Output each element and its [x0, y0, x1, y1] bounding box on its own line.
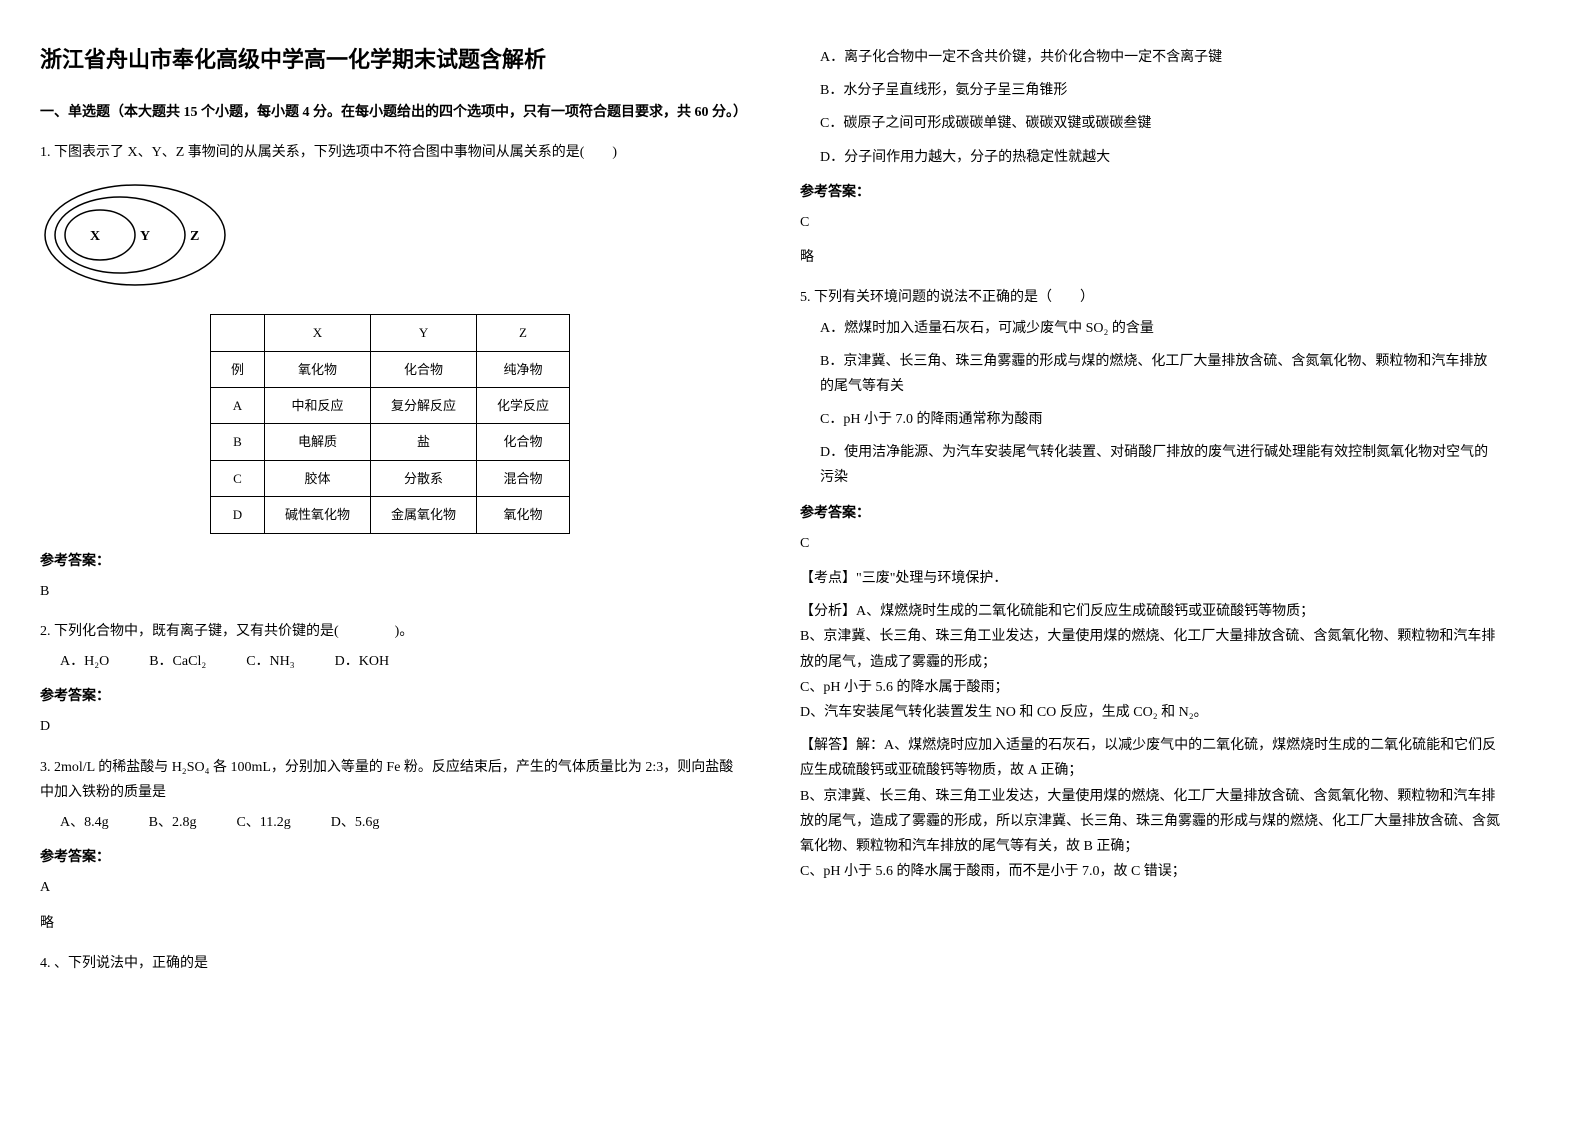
analysis-label: 【考点】: [800, 571, 856, 586]
table-cell: D: [210, 497, 264, 533]
table-cell: 混合物: [477, 460, 570, 496]
fenxi-item: A、煤燃烧时生成的二氧化硫能和它们反应生成硫酸钙或亚硫酸钙等物质；: [856, 604, 1314, 619]
table-header: Z: [477, 315, 570, 351]
question-text: 4. 、下列说法中，正确的是: [40, 951, 740, 976]
answer-text: B: [40, 579, 740, 604]
answer-label: 参考答案：: [40, 549, 740, 574]
option-d: D．使用洁净能源、为汽车安装尾气转化装置、对硝酸厂排放的废气进行碱处理能有效控制…: [820, 440, 1500, 490]
options: A、8.4g B、2.8g C、11.2g D、5.6g: [60, 810, 740, 835]
option-c: C、11.2g: [236, 810, 290, 835]
option-c: C．NH₃: [246, 649, 294, 674]
option-a: A．离子化合物中一定不含共价键，共价化合物中一定不含离子键: [820, 45, 1500, 70]
venn-label-z: Z: [190, 229, 199, 244]
table-cell: 分散系: [371, 460, 477, 496]
table-cell: 例: [210, 351, 264, 387]
jieda-item: B、京津冀、长三角、珠三角工业发达，大量使用煤的燃烧、化工厂大量排放含硫、含氮氧…: [800, 784, 1500, 860]
question-3: 3. 2mol/L 的稀盐酸与 H₂SO₄ 各 100mL，分别加入等量的 Fe…: [40, 755, 740, 836]
question-text: 1. 下图表示了 X、Y、Z 事物间的从属关系，下列选项中不符合图中事物间从属关…: [40, 140, 740, 165]
answer-label: 参考答案：: [800, 180, 1500, 205]
answer-text: A: [40, 875, 740, 900]
question-1: 1. 下图表示了 X、Y、Z 事物间的从属关系，下列选项中不符合图中事物间从属关…: [40, 140, 740, 534]
section-header: 一、单选题（本大题共 15 个小题，每小题 4 分。在每小题给出的四个选项中，只…: [40, 100, 740, 125]
table-cell: 化合物: [371, 351, 477, 387]
jieda-item: C、pH 小于 5.6 的降水属于酸雨，而不是小于 7.0，故 C 错误；: [800, 859, 1500, 884]
fenxi-item: D、汽车安装尾气转化装置发生 NO 和 CO 反应，生成 CO₂ 和 N₂。: [800, 700, 1500, 725]
table-cell: 化学反应: [477, 387, 570, 423]
venn-label-y: Y: [140, 229, 150, 244]
fenxi-item: B、京津冀、长三角、珠三角工业发达，大量使用煤的燃烧、化工厂大量排放含硫、含氮氧…: [800, 624, 1500, 674]
jieda-label: 【解答】: [800, 738, 856, 753]
page-title: 浙江省舟山市奉化高级中学高一化学期末试题含解析: [40, 40, 740, 80]
fenxi-label: 【分析】: [800, 604, 856, 619]
table-header: X: [264, 315, 370, 351]
table-cell: 盐: [371, 424, 477, 460]
option-c: C．碳原子之间可形成碳碳单键、碳碳双键或碳碳叁键: [820, 111, 1500, 136]
answer-label: 参考答案：: [40, 684, 740, 709]
right-column: A．离子化合物中一定不含共价键，共价化合物中一定不含离子键 B．水分子呈直线形，…: [800, 40, 1500, 986]
table-cell: 金属氧化物: [371, 497, 477, 533]
question-text: 3. 2mol/L 的稀盐酸与 H₂SO₄ 各 100mL，分别加入等量的 Fe…: [40, 755, 740, 805]
left-column: 浙江省舟山市奉化高级中学高一化学期末试题含解析 一、单选题（本大题共 15 个小…: [40, 40, 740, 986]
answer-note: 略: [800, 245, 1500, 270]
table-cell: 电解质: [264, 424, 370, 460]
table-cell: 复分解反应: [371, 387, 477, 423]
options: A．H₂O B．CaCl₂ C．NH₃ D．KOH: [60, 649, 740, 674]
fenxi-item: C、pH 小于 5.6 的降水属于酸雨；: [800, 675, 1500, 700]
question-2: 2. 下列化合物中，既有离子键，又有共价键的是( )。 A．H₂O B．CaCl…: [40, 619, 740, 674]
question-5: 5. 下列有关环境问题的说法不正确的是（ ） A．燃煤时加入适量石灰石，可减少废…: [800, 285, 1500, 490]
table-cell: 氧化物: [264, 351, 370, 387]
option-b: B、2.8g: [149, 810, 197, 835]
table-cell: 氧化物: [477, 497, 570, 533]
table-cell: 碱性氧化物: [264, 497, 370, 533]
table-cell: 胶体: [264, 460, 370, 496]
table-cell: B: [210, 424, 264, 460]
question-text: 2. 下列化合物中，既有离子键，又有共价键的是( )。: [40, 619, 740, 644]
option-d: D．KOH: [335, 649, 389, 674]
option-c: C．pH 小于 7.0 的降雨通常称为酸雨: [820, 407, 1500, 432]
table-header: Y: [371, 315, 477, 351]
answer-note: 略: [40, 911, 740, 936]
option-a: A、8.4g: [60, 810, 109, 835]
jieda-section: 【解答】解：A、煤燃烧时应加入适量的石灰石，以减少废气中的二氧化硫，煤燃烧时生成…: [800, 733, 1500, 884]
option-a: A．H₂O: [60, 649, 109, 674]
answer-label: 参考答案：: [40, 845, 740, 870]
table-cell: A: [210, 387, 264, 423]
venn-diagram: X Y Z: [40, 180, 740, 299]
table-cell: C: [210, 460, 264, 496]
question-1-table: X Y Z 例 氧化物 化合物 纯净物 A 中和反应 复分解反应 化学反应 B …: [210, 314, 570, 533]
q4-options: A．离子化合物中一定不含共价键，共价化合物中一定不含离子键 B．水分子呈直线形，…: [820, 45, 1500, 170]
option-a: A．燃煤时加入适量石灰石，可减少废气中 SO₂ 的含量: [820, 316, 1500, 341]
option-d: D．分子间作用力越大，分子的热稳定性就越大: [820, 145, 1500, 170]
table-cell: 中和反应: [264, 387, 370, 423]
question-4: 4. 、下列说法中，正确的是: [40, 951, 740, 976]
table-cell: 化合物: [477, 424, 570, 460]
question-text: 5. 下列有关环境问题的说法不正确的是（ ）: [800, 285, 1500, 310]
jieda-item: 解：A、煤燃烧时应加入适量的石灰石，以减少废气中的二氧化硫，煤燃烧时生成的二氧化…: [800, 738, 1496, 778]
analysis-topic: 【考点】"三废"处理与环境保护．: [800, 566, 1500, 591]
answer-text: C: [800, 210, 1500, 235]
option-b: B．京津冀、长三角、珠三角雾霾的形成与煤的燃烧、化工厂大量排放含硫、含氮氧化物、…: [820, 349, 1500, 399]
option-b: B．CaCl₂: [149, 649, 206, 674]
options: A．燃煤时加入适量石灰石，可减少废气中 SO₂ 的含量 B．京津冀、长三角、珠三…: [820, 316, 1500, 491]
answer-text: D: [40, 714, 740, 739]
table-header: [210, 315, 264, 351]
option-b: B．水分子呈直线形，氨分子呈三角锥形: [820, 78, 1500, 103]
answer-text: C: [800, 531, 1500, 556]
table-cell: 纯净物: [477, 351, 570, 387]
analysis-text: "三废"处理与环境保护．: [856, 571, 1007, 586]
answer-label: 参考答案：: [800, 501, 1500, 526]
venn-label-x: X: [90, 229, 100, 244]
option-d: D、5.6g: [331, 810, 380, 835]
fenxi-section: 【分析】A、煤燃烧时生成的二氧化硫能和它们反应生成硫酸钙或亚硫酸钙等物质； B、…: [800, 599, 1500, 725]
